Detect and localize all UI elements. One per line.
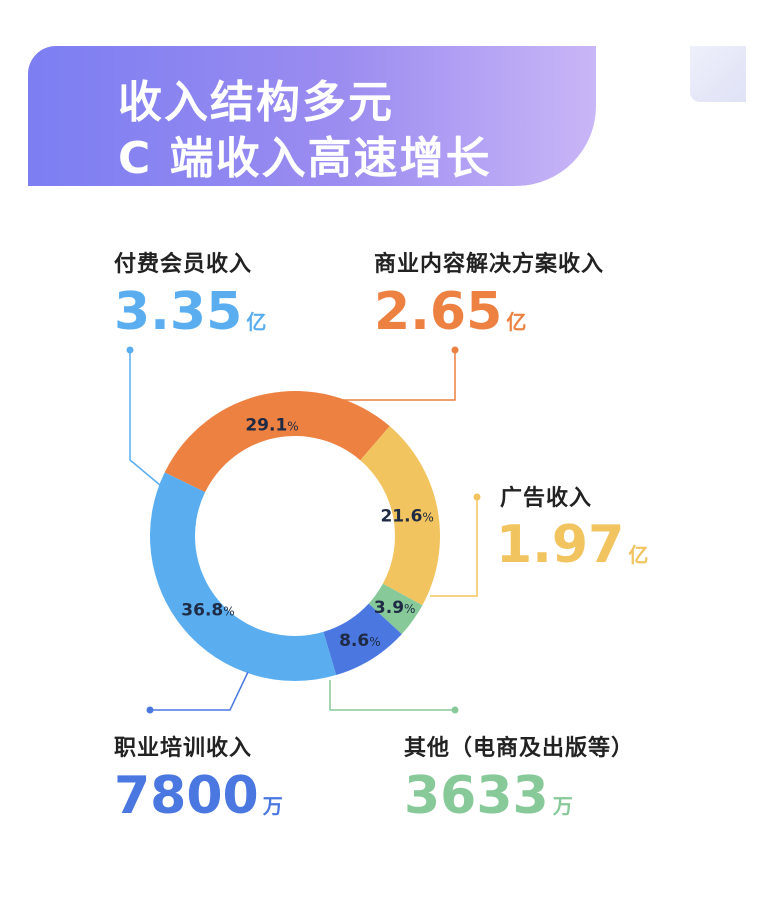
- ads-label: 广告收入: [500, 486, 593, 511]
- business-unit: 亿: [506, 310, 527, 334]
- other-unit: 万: [552, 794, 573, 818]
- header-title-line2: C 端收入高速增长: [118, 133, 492, 184]
- membership-label: 付费会员收入: [114, 252, 253, 277]
- business-value: 2.65 亿: [374, 282, 526, 342]
- membership-unit: 亿: [246, 310, 267, 334]
- corner-fold: [690, 46, 746, 102]
- membership-value: 3.35 亿: [114, 282, 266, 342]
- training-label: 职业培训收入: [114, 736, 253, 761]
- header-banner: 收入结构多元 C 端收入高速增长: [28, 46, 596, 186]
- training-amount: 7800: [114, 766, 259, 826]
- training-value: 7800 万: [114, 766, 283, 826]
- membership-amount: 3.35: [114, 282, 243, 342]
- business-label: 商业内容解决方案收入: [374, 252, 605, 277]
- header-title-line1: 收入结构多元: [118, 77, 394, 128]
- ads-amount: 1.97: [496, 515, 625, 575]
- training-unit: 万: [262, 794, 283, 818]
- other-amount: 3633: [404, 766, 549, 826]
- other-label: 其他（电商及出版等）: [404, 736, 635, 761]
- ads-value: 1.97 亿: [496, 515, 648, 575]
- business-amount: 2.65: [374, 282, 503, 342]
- ads-unit: 亿: [628, 543, 649, 567]
- other-value: 3633 万: [404, 766, 573, 826]
